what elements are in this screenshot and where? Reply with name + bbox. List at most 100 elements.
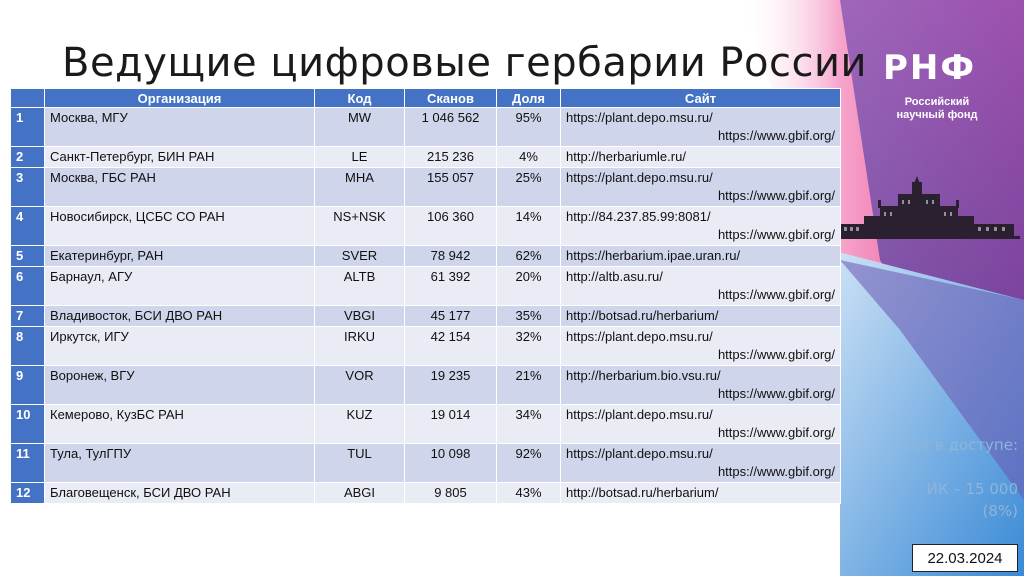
row-site: http://herbariumle.ru/: [560, 146, 841, 168]
table-row: 4 Новосибирск, ЦСБС СО РАН NS+NSK 106 360 14…: [10, 206, 841, 246]
table-row: 6 Барнаул, АГУ ALTB 61 392 20% http://altb.as…: [10, 266, 841, 306]
site-link-secondary[interactable]: https://www.gbif.org/: [717, 227, 835, 242]
row-code: SVER: [314, 245, 405, 267]
slide-title: Ведущие цифровые гербарии России: [62, 40, 868, 86]
row-code: MW: [314, 107, 405, 147]
row-share: 14%: [496, 206, 561, 246]
row-site: https://plant.depo.msu.ru/https://www.gb…: [560, 443, 841, 483]
table-row: 7 Владивосток, БСИ ДВО РАН VBGI 45 177 35% ht…: [10, 305, 841, 327]
row-share: 95%: [496, 107, 561, 147]
site-link[interactable]: http://botsad.ru/herbarium/: [566, 485, 719, 500]
table-row: 2 Санкт-Петербург, БИН РАН LE 215 236 4% http…: [10, 146, 841, 168]
table-row: 12 Благовещенск, БСИ ДВО РАН ABGI 9 805 43% h…: [10, 482, 841, 504]
row-scans: 42 154: [404, 326, 497, 366]
table-row: 9 Воронеж, ВГУ VOR 19 235 21% http://herbariu…: [10, 365, 841, 405]
row-share: 34%: [496, 404, 561, 444]
side-note-line1: Нет в доступе:: [900, 436, 1018, 454]
header-site: Сайт: [560, 88, 841, 108]
row-organization: Благовещенск, БСИ ДВО РАН: [44, 482, 315, 504]
table-row: 11 Тула, ТулГПУ TUL 10 098 92% https://plant.…: [10, 443, 841, 483]
row-organization: Иркутск, ИГУ: [44, 326, 315, 366]
row-share: 4%: [496, 146, 561, 168]
site-link-secondary[interactable]: https://www.gbif.org/: [717, 287, 835, 302]
header-scans: Сканов: [404, 88, 497, 108]
site-link[interactable]: https://plant.depo.msu.ru/: [566, 170, 713, 185]
site-link[interactable]: http://botsad.ru/herbarium/: [566, 308, 719, 323]
site-link[interactable]: https://plant.depo.msu.ru/: [566, 446, 713, 461]
site-link[interactable]: https://plant.depo.msu.ru/: [566, 329, 713, 344]
row-scans: 9 805: [404, 482, 497, 504]
table-row: 1 Москва, МГУ MW 1 046 562 95% https://plant.…: [10, 107, 841, 147]
row-scans: 45 177: [404, 305, 497, 327]
site-link[interactable]: https://herbarium.ipae.uran.ru/: [566, 248, 741, 263]
row-share: 92%: [496, 443, 561, 483]
row-site: https://plant.depo.msu.ru/https://www.gb…: [560, 167, 841, 207]
site-link[interactable]: https://plant.depo.msu.ru/: [566, 110, 713, 125]
header-number: [10, 88, 45, 108]
row-code: VBGI: [314, 305, 405, 327]
slide-date: 22.03.2024: [912, 544, 1018, 572]
rnf-logo-subtitle-line2: научный фонд: [896, 109, 978, 121]
site-link[interactable]: https://plant.depo.msu.ru/: [566, 407, 713, 422]
row-number: 3: [10, 167, 45, 207]
row-number: 5: [10, 245, 45, 267]
row-share: 35%: [496, 305, 561, 327]
row-organization: Новосибирск, ЦСБС СО РАН: [44, 206, 315, 246]
row-share: 32%: [496, 326, 561, 366]
row-organization: Москва, МГУ: [44, 107, 315, 147]
row-site: http://herbarium.bio.vsu.ru/https://www.…: [560, 365, 841, 405]
table-row: 3 Москва, ГБС РАН MHA 155 057 25% https://pla…: [10, 167, 841, 207]
rnf-logo: РНФ: [883, 48, 977, 88]
site-link-secondary[interactable]: https://www.gbif.org/: [717, 425, 835, 440]
header-share: Доля: [496, 88, 561, 108]
row-scans: 106 360: [404, 206, 497, 246]
msu-building-icon: [828, 176, 1020, 239]
table-body: 1 Москва, МГУ MW 1 046 562 95% https://plant.…: [10, 107, 841, 504]
row-code: VOR: [314, 365, 405, 405]
row-organization: Тула, ТулГПУ: [44, 443, 315, 483]
site-link[interactable]: http://herbariumle.ru/: [566, 149, 686, 164]
row-site: https://herbarium.ipae.uran.ru/: [560, 245, 841, 267]
row-scans: 215 236: [404, 146, 497, 168]
row-scans: 10 098: [404, 443, 497, 483]
row-scans: 78 942: [404, 245, 497, 267]
site-link[interactable]: http://84.237.85.99:8081/: [566, 209, 711, 224]
row-number: 12: [10, 482, 45, 504]
table-header-row: Организация Код Сканов Доля Сайт: [10, 88, 841, 108]
table-row: 8 Иркутск, ИГУ IRKU 42 154 32% https://plant.…: [10, 326, 841, 366]
row-organization: Воронеж, ВГУ: [44, 365, 315, 405]
row-scans: 155 057: [404, 167, 497, 207]
side-note-line4: (8%): [982, 502, 1018, 520]
site-link-secondary[interactable]: https://www.gbif.org/: [717, 464, 835, 479]
herbaria-table: Организация Код Сканов Доля Сайт 1 Москва…: [10, 88, 841, 504]
site-link-secondary[interactable]: https://www.gbif.org/: [717, 347, 835, 362]
row-number: 7: [10, 305, 45, 327]
row-code: ABGI: [314, 482, 405, 504]
row-number: 6: [10, 266, 45, 306]
row-share: 43%: [496, 482, 561, 504]
row-scans: 19 014: [404, 404, 497, 444]
side-note-line2: [846, 456, 1018, 478]
row-share: 25%: [496, 167, 561, 207]
row-site: http://botsad.ru/herbarium/: [560, 305, 841, 327]
side-note: Нет в доступе: ИК – 15 000 (8%): [846, 434, 1018, 522]
header-organization: Организация: [44, 88, 315, 108]
row-organization: Москва, ГБС РАН: [44, 167, 315, 207]
site-link[interactable]: http://altb.asu.ru/: [566, 269, 663, 284]
table-row: 10 Кемерово, КузБС РАН KUZ 19 014 34% https:/…: [10, 404, 841, 444]
row-organization: Барнаул, АГУ: [44, 266, 315, 306]
row-scans: 1 046 562: [404, 107, 497, 147]
site-link-secondary[interactable]: https://www.gbif.org/: [717, 386, 835, 401]
row-code: KUZ: [314, 404, 405, 444]
row-code: TUL: [314, 443, 405, 483]
header-code: Код: [314, 88, 405, 108]
row-code: MHA: [314, 167, 405, 207]
row-organization: Владивосток, БСИ ДВО РАН: [44, 305, 315, 327]
row-number: 2: [10, 146, 45, 168]
site-link-secondary[interactable]: https://www.gbif.org/: [717, 128, 835, 143]
site-link[interactable]: http://herbarium.bio.vsu.ru/: [566, 368, 721, 383]
row-site: https://plant.depo.msu.ru/https://www.gb…: [560, 404, 841, 444]
site-link-secondary[interactable]: https://www.gbif.org/: [717, 188, 835, 203]
row-number: 11: [10, 443, 45, 483]
rnf-logo-subtitle-line1: Российский: [904, 96, 970, 108]
